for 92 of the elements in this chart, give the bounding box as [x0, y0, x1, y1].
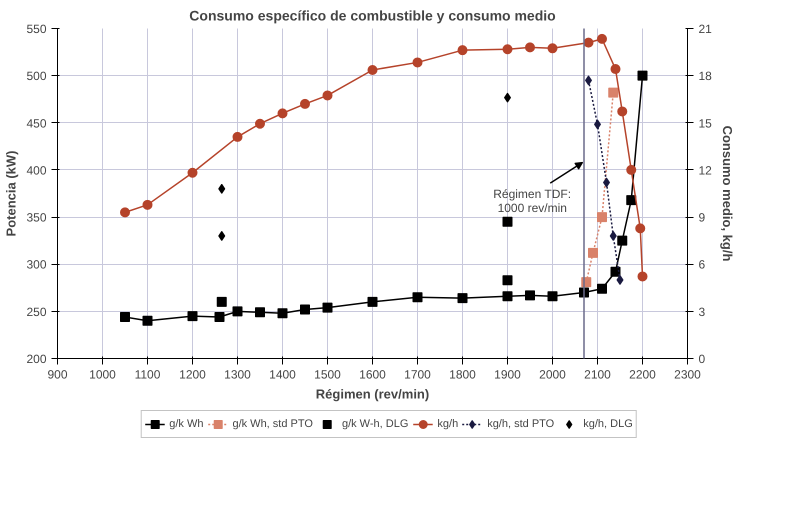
point	[278, 108, 288, 118]
legend-label: kg/h	[437, 418, 458, 430]
x-tick-label: 2300	[674, 368, 702, 382]
point	[608, 88, 618, 98]
chart-title: Consumo específico de combustible y consumo medio	[189, 8, 556, 24]
point	[638, 70, 648, 81]
point	[617, 236, 628, 246]
point	[322, 90, 332, 100]
x-tick-label: 1000	[89, 368, 116, 382]
legend-label: g/k W-h, DLG	[342, 418, 408, 430]
x-tick-label: 2000	[539, 368, 566, 382]
x-tick-label: 1400	[269, 368, 296, 382]
point	[617, 106, 628, 116]
legend-label: g/k Wh, std PTO	[232, 418, 313, 430]
point	[368, 64, 378, 75]
point	[412, 57, 422, 68]
legend-label: kg/h, std PTO	[487, 418, 554, 430]
x-tick-label: 2100	[584, 368, 612, 382]
y2-tick-label: 0	[698, 352, 706, 366]
point	[188, 311, 198, 322]
y-tick-label: 300	[26, 258, 47, 272]
y-tick-label: 250	[26, 304, 47, 319]
point	[610, 230, 617, 241]
point	[584, 38, 594, 48]
y-tick-label: 350	[26, 210, 47, 225]
y2-axis-title: Consumo medio, kg/h	[720, 126, 735, 262]
point	[638, 271, 648, 282]
x-tick-label: 1800	[449, 368, 476, 382]
point	[255, 307, 265, 318]
point	[232, 132, 242, 142]
x-tick-label: 900	[47, 368, 68, 382]
point	[142, 200, 152, 210]
x-tick-label: 1200	[179, 368, 206, 382]
point	[502, 291, 512, 302]
point	[502, 275, 512, 286]
x-tick-label: 1300	[224, 368, 252, 382]
point	[588, 248, 598, 258]
point	[120, 207, 130, 218]
annotation: Régimen TDF: 1000 rev/min	[493, 186, 572, 215]
point	[232, 306, 242, 316]
y2-tick-label: 9	[698, 210, 706, 225]
y-tick-label: 400	[26, 163, 47, 178]
y-tick-label: 500	[26, 69, 47, 84]
point	[525, 290, 535, 300]
x-axis-title: Régimen (rev/min)	[316, 386, 430, 402]
point	[458, 45, 468, 56]
x-tick-label: 1700	[404, 368, 432, 382]
legend-label: g/k Wh	[169, 418, 204, 430]
point	[525, 42, 535, 52]
point	[300, 98, 310, 109]
y2-tick-label: 3	[698, 304, 706, 319]
y2-tick-label: 18	[698, 69, 712, 84]
y-tick-label: 450	[26, 116, 47, 130]
point	[597, 284, 607, 294]
point	[188, 168, 198, 178]
point	[635, 223, 646, 234]
x-tick-label: 2200	[629, 368, 656, 382]
point	[548, 43, 558, 54]
point	[597, 34, 607, 44]
y-tick-label: 550	[26, 22, 47, 36]
point	[502, 44, 512, 54]
point	[610, 64, 620, 74]
legend-label: kg/h, DLG	[583, 418, 633, 430]
point	[300, 304, 310, 314]
point	[610, 266, 620, 277]
x-tick-label: 1900	[494, 368, 522, 382]
point	[216, 296, 227, 307]
point	[597, 212, 607, 222]
y2-tick-label: 6	[698, 258, 706, 272]
point	[218, 184, 226, 194]
point	[142, 316, 152, 326]
point	[255, 118, 265, 129]
point	[218, 230, 226, 241]
point	[626, 164, 636, 175]
point	[502, 216, 512, 227]
point	[412, 292, 422, 302]
y2-tick-label: 21	[698, 22, 712, 36]
point	[214, 312, 224, 322]
point	[368, 296, 378, 307]
y-axis-title: Potencia (kW)	[3, 150, 18, 236]
point	[548, 291, 558, 302]
y2-tick-label: 15	[698, 116, 712, 130]
point	[120, 312, 130, 322]
x-tick-label: 1500	[314, 368, 342, 382]
point	[458, 293, 468, 304]
point	[322, 302, 332, 313]
y-tick-label: 200	[26, 352, 47, 366]
point	[278, 308, 288, 318]
x-tick-label: 1600	[359, 368, 386, 382]
y2-tick-label: 12	[698, 163, 712, 178]
x-tick-label: 1100	[134, 368, 161, 382]
point	[603, 178, 610, 188]
